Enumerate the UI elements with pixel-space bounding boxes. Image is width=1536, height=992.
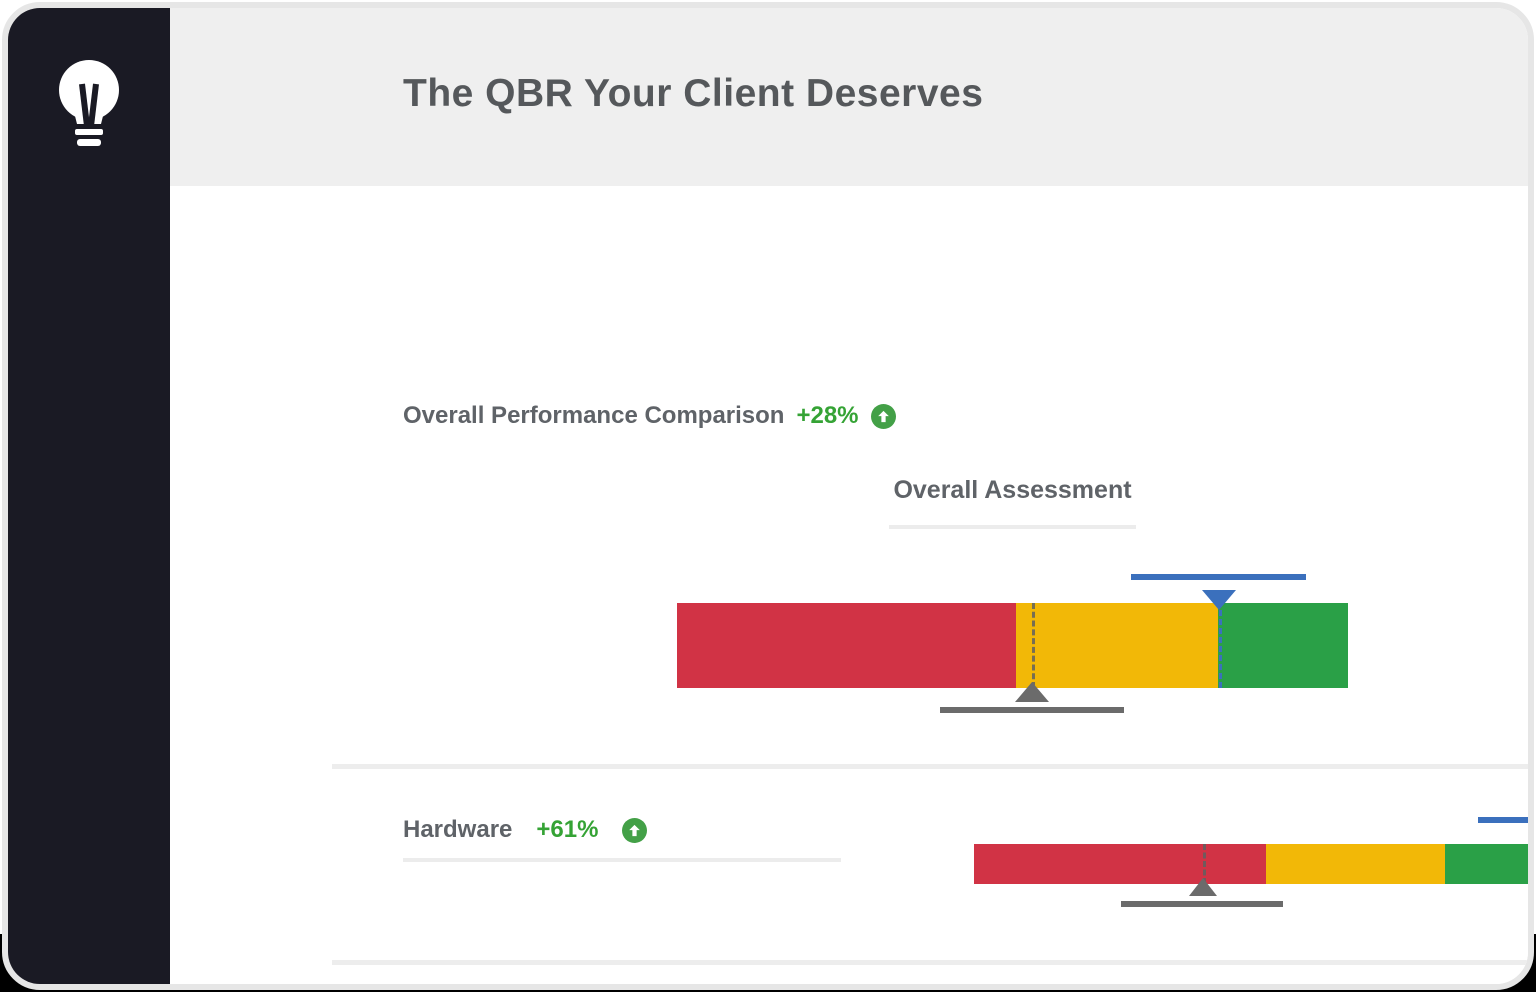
section-divider [332, 764, 1528, 769]
arrow-up-circle-icon [622, 817, 648, 843]
current-period-range-line [1478, 817, 1528, 823]
section-hardware-header: Hardware +61% [403, 816, 648, 844]
report-body: Overall Performance Comparison +28% Over… [170, 186, 1528, 984]
page-title: The QBR Your Client Deserves [403, 72, 984, 115]
arrow-up-circle-icon [870, 403, 896, 429]
previous-period-range-line [1120, 901, 1284, 907]
chart-title: Overall Assessment [893, 476, 1132, 504]
band-green [1445, 844, 1528, 884]
section-divider [332, 960, 1528, 965]
section-label-underline [403, 858, 841, 862]
chart-title-block: Overall Assessment [677, 476, 1348, 529]
bullet-chart-overall [677, 574, 1348, 713]
previous-period-marker [1014, 682, 1049, 702]
current-period-dashed-line [1219, 610, 1223, 688]
previous-period-dashed-line [1202, 844, 1206, 884]
bullet-chart-hardware [974, 817, 1528, 907]
previous-period-range-line [940, 707, 1124, 713]
previous-period-marker [1188, 878, 1217, 896]
band-green [1217, 603, 1348, 688]
report-header: The QBR Your Client Deserves [170, 8, 1528, 186]
band-red [677, 603, 1016, 688]
delta-value-hardware: +61% [536, 816, 599, 843]
section-label-overall: Overall Performance Comparison [403, 402, 785, 429]
delta-value-overall: +28% [796, 402, 859, 429]
band-yellow [1265, 844, 1446, 884]
band-red [974, 844, 1266, 884]
chart-title-underline [889, 525, 1136, 529]
section-overall-header: Overall Performance Comparison +28% [403, 402, 896, 430]
lightbulb-icon [57, 60, 121, 148]
sidebar [8, 8, 170, 984]
section-label-hardware: Hardware [403, 816, 513, 843]
current-period-range-line [1131, 574, 1306, 580]
previous-period-dashed-line [1031, 603, 1035, 688]
band-yellow [1015, 603, 1218, 688]
current-period-marker [1202, 590, 1237, 610]
